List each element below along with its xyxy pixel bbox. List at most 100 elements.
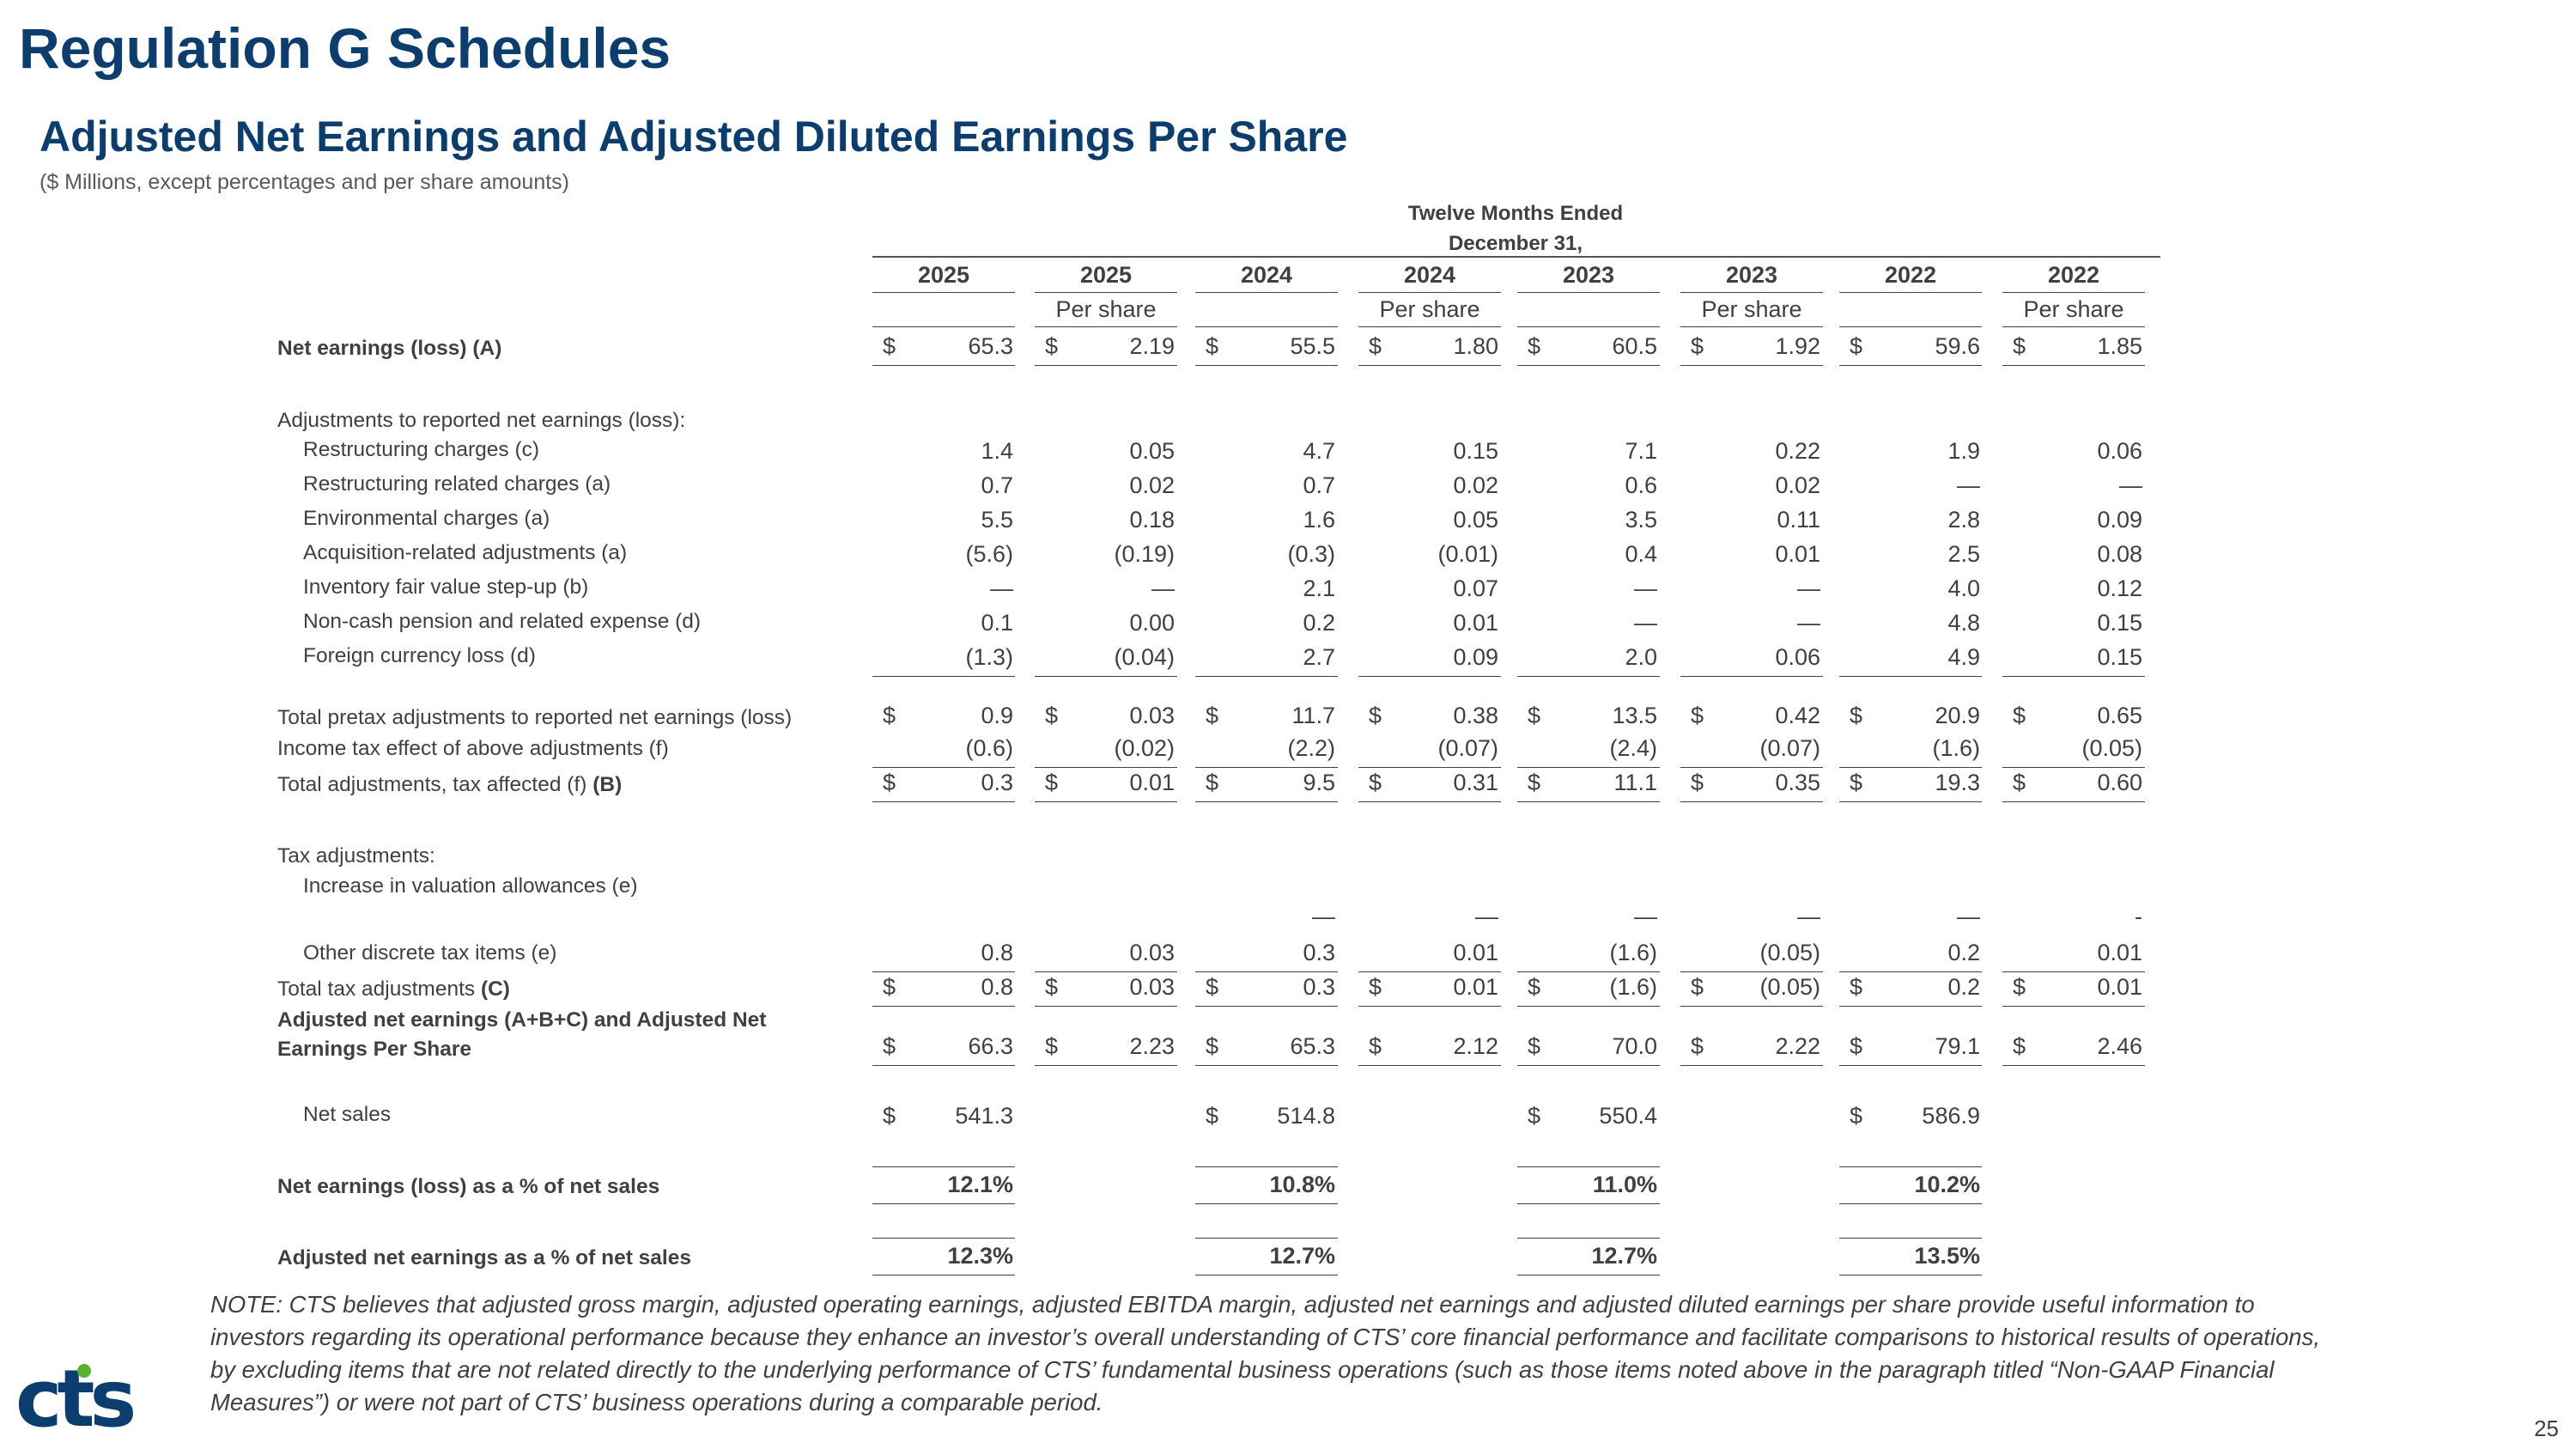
column-subheader-7: Per share [2023, 296, 2124, 322]
cell-inventory-3: 0.07 [1453, 575, 1498, 601]
column-year-underline [872, 292, 1015, 293]
cell-net_pct-6: 10.2% [1914, 1172, 1980, 1197]
underline [1839, 676, 1982, 677]
currency-sign: $ [1045, 974, 1059, 1000]
column-subheader-underline [2002, 326, 2145, 327]
cell-net_sales-2: 514.8 [1277, 1103, 1335, 1129]
underline [2002, 801, 2145, 802]
cell-pension-1: 0.00 [1129, 610, 1175, 636]
cell-net_earnings-5: 1.92 [1775, 333, 1820, 359]
cell-restructuring_related-1: 0.02 [1129, 472, 1175, 498]
row-label-total_tax_adj: Total tax adjustments (C) [277, 977, 510, 1002]
underline [1517, 801, 1660, 802]
cell-pension-2: 0.2 [1303, 610, 1335, 636]
overline [1839, 1238, 1982, 1239]
cell-fx-4: 2.0 [1625, 644, 1657, 670]
currency-sign: $ [1206, 1033, 1219, 1059]
cell-tax_effect-4: (2.4) [1609, 735, 1657, 761]
column-subheader-underline [1839, 326, 1982, 327]
cell-net_sales-6: 586.9 [1922, 1103, 1980, 1129]
cell-adjusted_net-3: 2.12 [1453, 1033, 1498, 1059]
cell-tax_effect-1: (0.02) [1114, 735, 1175, 761]
underline [1517, 676, 1660, 677]
underline [1517, 1065, 1660, 1066]
cell-total_pretax-2: 11.7 [1291, 703, 1335, 728]
currency-sign: $ [1206, 770, 1219, 795]
currency-sign: $ [1045, 770, 1059, 795]
cell-restructuring_related-6: — [1957, 472, 1980, 498]
cell-net_earnings-7: 1.85 [2097, 333, 2142, 359]
column-year-underline [1517, 292, 1660, 293]
currency-sign: $ [1528, 333, 1541, 359]
underline [1358, 365, 1501, 366]
currency-sign: $ [1369, 1033, 1382, 1059]
column-subheader-underline [1195, 326, 1338, 327]
row-label-adjusted_net-line2: Earnings Per Share [277, 1038, 472, 1061]
underline [1680, 1065, 1823, 1066]
underline [872, 971, 1015, 972]
currency-sign: $ [1206, 333, 1219, 359]
row-label-tax_adj_header: Tax adjustments: [277, 844, 435, 868]
currency-sign: $ [2013, 333, 2026, 359]
column-subheader-3: Per share [1379, 296, 1480, 322]
cell-net_earnings-6: 59.6 [1935, 333, 1980, 359]
underline [1195, 1006, 1338, 1007]
row-label-suffix: (C) [480, 977, 510, 1001]
currency-sign: $ [1045, 703, 1059, 728]
cell-environmental-3: 0.05 [1453, 507, 1498, 533]
underline [872, 365, 1015, 366]
column-year-underline [1358, 292, 1501, 293]
underline [872, 1065, 1015, 1066]
cell-total_tax_affected-0: 0.3 [981, 770, 1013, 795]
currency-sign: $ [883, 974, 896, 1000]
cell-inventory-1: — [1151, 575, 1175, 601]
column-year-5: 2023 [1725, 262, 1778, 288]
cell-total_tax_affected-2: 9.5 [1303, 770, 1335, 795]
cell-tax_effect-2: (2.2) [1287, 735, 1335, 761]
currency-sign: $ [1691, 770, 1704, 795]
currency-sign: $ [1206, 703, 1219, 728]
underline [2002, 1006, 2145, 1007]
underline [1517, 971, 1660, 972]
cell-total_tax_adj-5: (0.05) [1759, 974, 1820, 1000]
currency-sign: $ [1206, 1103, 1219, 1129]
underline [1358, 1065, 1501, 1066]
underline [1195, 1203, 1338, 1204]
cell-fx-2: 2.7 [1303, 644, 1335, 670]
currency-sign: $ [1850, 1103, 1863, 1129]
underline [1680, 971, 1823, 972]
underline [1839, 365, 1982, 366]
underline [2002, 676, 2145, 677]
underline [1035, 1006, 1177, 1007]
underline [1517, 1203, 1660, 1204]
currency-sign: $ [1045, 333, 1059, 359]
underline [1517, 767, 1660, 768]
row-label-acquisition: Acquisition-related adjustments (a) [303, 541, 628, 564]
cell-fx-7: 0.15 [2097, 644, 2142, 670]
underline [1839, 801, 1982, 802]
cell-inventory-4: — [1634, 575, 1657, 601]
overline [1839, 1166, 1982, 1167]
row-label-total_pretax: Total pretax adjustments to reported net… [277, 706, 793, 729]
cell-pension-5: — [1797, 610, 1820, 636]
cell-valuation-6: — [1957, 904, 1980, 929]
currency-sign: $ [1850, 703, 1863, 728]
underline [1839, 1006, 1982, 1007]
cell-inventory-0: — [990, 575, 1013, 601]
underline [872, 676, 1015, 677]
currency-sign: $ [1369, 770, 1382, 795]
cell-acquisition-3: (0.01) [1437, 541, 1498, 567]
row-label-net_earnings: Net earnings (loss) (A) [277, 337, 502, 360]
logo-text: cts [15, 1359, 134, 1436]
cell-adj_pct-2: 12.7% [1269, 1243, 1335, 1269]
cell-total_tax_affected-4: 11.1 [1613, 770, 1657, 795]
underline [1195, 801, 1338, 802]
underline [1839, 1065, 1982, 1066]
cell-total_tax_adj-2: 0.3 [1303, 974, 1335, 1000]
cell-net_earnings-3: 1.80 [1453, 333, 1498, 359]
cell-total_tax_adj-6: 0.2 [1947, 974, 1980, 1000]
cell-pension-0: 0.1 [981, 610, 1013, 636]
cell-net_pct-4: 11.0% [1592, 1172, 1657, 1197]
cell-total_tax_affected-3: 0.31 [1453, 770, 1498, 795]
cell-valuation-2: — [1312, 904, 1335, 929]
